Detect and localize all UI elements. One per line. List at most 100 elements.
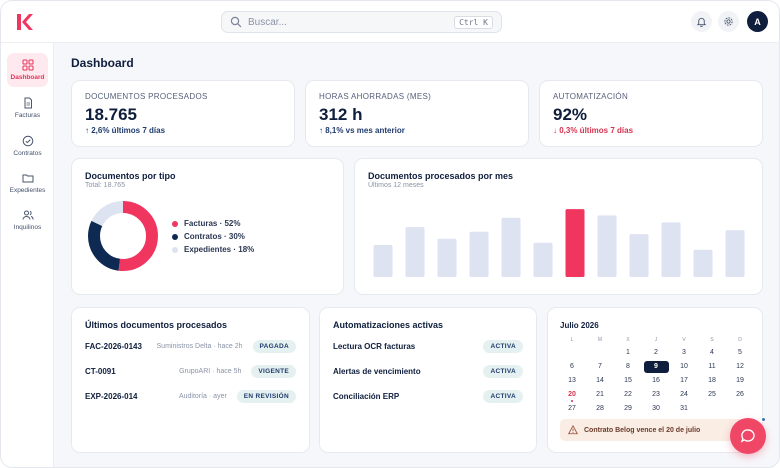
bar-month-11[interactable] bbox=[693, 249, 713, 277]
calendar-day[interactable]: 3 bbox=[682, 349, 686, 356]
alert-text: Contrato Belog vence el 20 de julio bbox=[584, 426, 701, 434]
search-shortcut: Ctrl K bbox=[454, 15, 493, 29]
automation-name: Conciliación ERP bbox=[333, 391, 400, 401]
bar-month-12[interactable] bbox=[725, 230, 745, 277]
search-icon bbox=[230, 16, 242, 28]
bar-month-7[interactable] bbox=[565, 209, 585, 277]
calendar-day-today[interactable]: 9 bbox=[642, 360, 670, 374]
calendar-day[interactable]: 14 bbox=[596, 377, 604, 384]
list-item[interactable]: Conciliación ERP ACTIVA bbox=[333, 388, 523, 404]
warning-icon bbox=[568, 425, 578, 435]
donut-legend: Facturas · 52% Contratos · 30% Expedient… bbox=[172, 217, 254, 256]
calendar-day[interactable]: 19 bbox=[736, 377, 744, 384]
calendar-day[interactable]: 28 bbox=[596, 405, 604, 412]
top-bar: Buscar... Ctrl K A bbox=[1, 1, 779, 43]
recent-docs-card: Últimos documentos procesados FAC-2026-0… bbox=[71, 307, 310, 453]
calendar-day[interactable]: 27 bbox=[568, 405, 576, 412]
calendar-day[interactable]: 30 bbox=[652, 405, 660, 412]
calendar-day[interactable]: 7 bbox=[598, 363, 602, 370]
kpi-value: 92% bbox=[553, 105, 588, 124]
calendar-day[interactable]: 15 bbox=[624, 377, 632, 384]
calendar-grid: L M X J V S D 1 2 3 4 5 6 7 8 9 10 11 12 13 14 15 16 17 18 19 20 21… bbox=[558, 334, 754, 416]
kpi-card-automatizacion: AUTOMATIZACIÓN 92% ↓ 0,3% últimos 7 días bbox=[539, 80, 763, 147]
doc-id: CT-0091 bbox=[85, 366, 116, 376]
calendar-day[interactable]: 1 bbox=[626, 349, 630, 356]
list-item[interactable]: Alertas de vencimiento ACTIVA bbox=[333, 363, 523, 379]
logo-icon[interactable] bbox=[14, 12, 34, 32]
calendar-day[interactable]: 17 bbox=[680, 377, 688, 384]
search-input[interactable]: Buscar... bbox=[248, 16, 287, 28]
automations-card: Automatizaciones activas Lectura OCR fac… bbox=[319, 307, 537, 453]
grid-icon bbox=[22, 59, 33, 71]
bar-month-4[interactable] bbox=[469, 231, 489, 277]
calendar-day[interactable]: 6 bbox=[570, 363, 574, 370]
calendar-day[interactable]: 10 bbox=[680, 363, 688, 370]
chat-button[interactable] bbox=[730, 418, 766, 454]
kpi-delta: ↓ 0,3% últimos 7 días bbox=[553, 126, 634, 135]
calendar-day[interactable]: 11 bbox=[708, 363, 716, 370]
table-row[interactable]: EXP-2026-014 Auditoría · ayer EN REVISIÓ… bbox=[85, 388, 296, 404]
kpi-value: 18.765 bbox=[85, 105, 137, 124]
folder-icon bbox=[22, 174, 33, 183]
calendar-alert[interactable]: Contrato Belog vence el 20 de julio bbox=[560, 419, 756, 441]
search-bar[interactable]: Buscar... Ctrl K bbox=[221, 11, 502, 33]
bar-chart-card: Documentos procesados por mes Últimos 12… bbox=[354, 158, 763, 295]
calendar-day-event[interactable]: 20 bbox=[558, 388, 586, 402]
table-row[interactable]: CT-0091 GrupoARI · hace 5h VIGENTE bbox=[85, 363, 296, 379]
calendar-day[interactable]: 8 bbox=[626, 363, 630, 370]
status-badge: VIGENTE bbox=[251, 364, 296, 378]
notifications-button[interactable] bbox=[691, 11, 712, 32]
status-badge: ACTIVA bbox=[483, 364, 523, 378]
kpi-label: AUTOMATIZACIÓN bbox=[553, 92, 629, 101]
status-badge: PAGADA bbox=[252, 339, 296, 353]
donut-slice-contratos[interactable] bbox=[88, 201, 158, 271]
bar-month-3[interactable] bbox=[437, 238, 457, 277]
card-subtitle: Total: 18.765 bbox=[85, 182, 126, 189]
bar-month-10[interactable] bbox=[661, 222, 681, 277]
status-badge: ACTIVA bbox=[483, 389, 523, 403]
sidebar-item-dashboard[interactable]: Dashboard bbox=[7, 53, 48, 87]
bar-month-8[interactable] bbox=[597, 215, 617, 277]
calendar-day[interactable]: 25 bbox=[708, 391, 716, 398]
donut-slice-expedientes[interactable] bbox=[88, 201, 158, 271]
bar-month-2[interactable] bbox=[405, 227, 425, 277]
calendar-day[interactable]: 5 bbox=[738, 349, 742, 356]
calendar-day[interactable]: 2 bbox=[654, 349, 658, 356]
check-circle-icon bbox=[22, 135, 33, 147]
legend-item-contratos: Contratos · 30% bbox=[172, 230, 254, 243]
sidebar-item-facturas[interactable]: Facturas bbox=[7, 91, 48, 125]
calendar-day[interactable]: 18 bbox=[708, 377, 716, 384]
sidebar-item-inquilinos[interactable]: Inquilinos bbox=[7, 203, 48, 237]
calendar-day[interactable]: 26 bbox=[736, 391, 744, 398]
table-row[interactable]: FAC-2026-0143 Suministros Delta · hace 2… bbox=[85, 338, 296, 354]
calendar-day[interactable]: 16 bbox=[652, 377, 660, 384]
calendar-day[interactable]: 13 bbox=[568, 377, 576, 384]
bar-month-1[interactable] bbox=[373, 245, 393, 277]
sidebar-item-expedientes[interactable]: Expedientes bbox=[7, 166, 48, 200]
users-icon bbox=[22, 210, 33, 220]
automation-name: Alertas de vencimiento bbox=[333, 366, 421, 376]
bar-month-6[interactable] bbox=[533, 242, 553, 277]
legend-dot bbox=[172, 246, 178, 253]
calendar-day[interactable]: 21 bbox=[596, 391, 604, 398]
calendar-day[interactable]: 4 bbox=[710, 349, 714, 356]
bar-chart bbox=[373, 209, 745, 277]
calendar-day[interactable]: 31 bbox=[680, 405, 688, 412]
calendar-day[interactable]: 23 bbox=[652, 391, 660, 398]
calendar-day[interactable]: 29 bbox=[624, 405, 632, 412]
sidebar-item-contratos[interactable]: Contratos bbox=[7, 129, 48, 163]
list-item[interactable]: Lectura OCR facturas ACTIVA bbox=[333, 338, 523, 354]
status-badge: EN REVISIÓN bbox=[236, 389, 296, 403]
bar-month-9[interactable] bbox=[629, 234, 649, 277]
calendar-day[interactable]: 22 bbox=[624, 391, 632, 398]
avatar[interactable]: A bbox=[747, 11, 768, 32]
legend-dot bbox=[172, 233, 178, 240]
calendar-day[interactable]: 24 bbox=[680, 391, 688, 398]
doc-id: FAC-2026-0143 bbox=[85, 341, 142, 351]
calendar-day[interactable]: 12 bbox=[736, 363, 744, 370]
weekday-label: J bbox=[654, 337, 658, 343]
sidebar-item-label: Inquilinos bbox=[13, 224, 42, 231]
bar-month-5[interactable] bbox=[501, 217, 521, 277]
kpi-label: HORAS AHORRADAS (MES) bbox=[319, 92, 432, 101]
settings-button[interactable] bbox=[718, 11, 739, 32]
